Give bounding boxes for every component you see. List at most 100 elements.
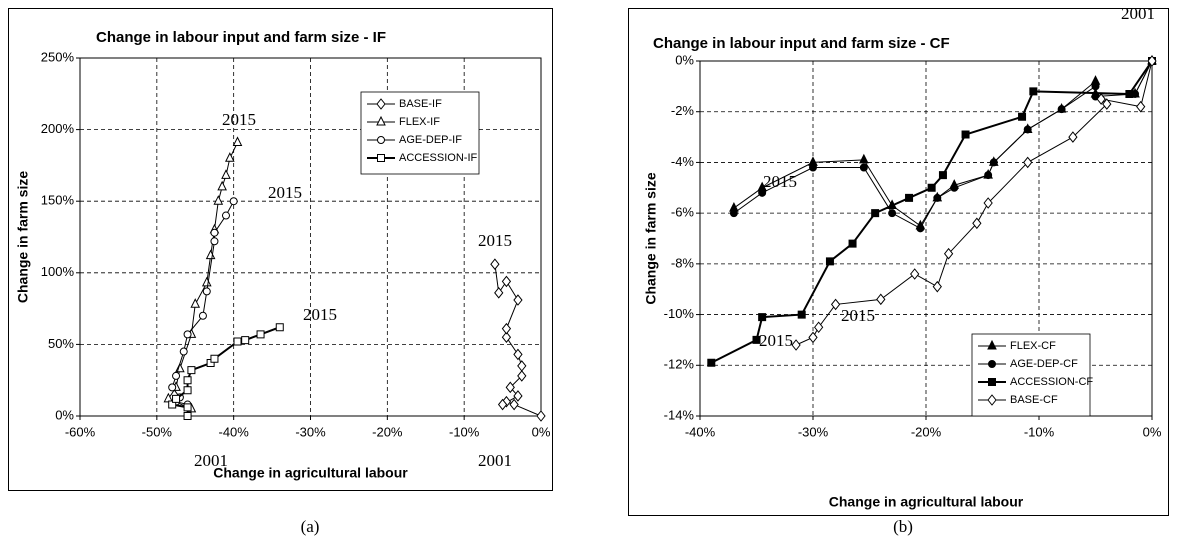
marker: [183, 386, 192, 395]
legend-label: BASE-CF: [1010, 394, 1058, 406]
marker: [830, 298, 841, 311]
marker: [859, 163, 868, 172]
marker: [1029, 87, 1038, 96]
annotation: 2001: [194, 451, 228, 470]
chart-frame: [8, 8, 553, 491]
plot-area: [79, 57, 542, 417]
x-tick-label: -40%: [218, 424, 249, 439]
marker: [758, 188, 767, 197]
chart-title: Change in labour input and farm size - C…: [653, 35, 950, 52]
marker: [910, 268, 920, 280]
x-tick-label: -50%: [142, 424, 173, 439]
caption: (a): [301, 517, 320, 536]
marker: [536, 410, 546, 422]
marker: [241, 336, 250, 345]
marker: [517, 360, 527, 372]
marker: [513, 294, 523, 306]
marker: [229, 197, 238, 206]
x-tick-label: -30%: [798, 424, 829, 439]
y-tick-label: -12%: [664, 357, 695, 372]
y-tick-label: -8%: [671, 255, 695, 270]
y-axis-title: Change in farm size: [643, 172, 659, 304]
annotation: 2015: [303, 305, 337, 324]
marker: [791, 339, 801, 351]
x-tick-label: -30%: [295, 424, 326, 439]
marker: [183, 376, 192, 385]
marker: [232, 136, 243, 146]
marker: [190, 298, 201, 308]
legend-marker: [377, 136, 385, 144]
marker: [490, 258, 500, 271]
annotation: 2015: [841, 306, 875, 325]
marker: [517, 370, 527, 382]
chart: Change in labour input and farm size - I…: [15, 29, 551, 481]
marker: [808, 331, 818, 344]
marker: [932, 280, 942, 293]
marker: [758, 313, 767, 322]
marker: [221, 211, 230, 220]
y-tick-label: -6%: [671, 205, 695, 220]
marker: [275, 323, 284, 332]
legend-marker: [987, 339, 997, 350]
legend-marker: [377, 154, 385, 162]
marker: [1102, 98, 1112, 110]
marker: [1068, 131, 1078, 143]
marker: [938, 171, 947, 180]
marker: [972, 217, 982, 230]
marker: [752, 335, 761, 344]
y-tick-label: 150%: [41, 193, 75, 208]
marker: [989, 158, 998, 167]
marker: [213, 195, 224, 205]
plot-area: [699, 60, 1153, 417]
marker: [1018, 112, 1027, 121]
marker: [984, 171, 993, 180]
x-tick-label: 0%: [532, 424, 551, 439]
x-tick-label: -40%: [685, 424, 716, 439]
marker: [1125, 89, 1134, 98]
y-tick-label: 0%: [55, 407, 74, 422]
marker: [871, 209, 880, 218]
y-tick-label: 50%: [48, 336, 74, 351]
annotation: 2015: [222, 110, 256, 129]
marker: [1023, 156, 1033, 169]
marker: [513, 348, 523, 361]
marker: [217, 180, 227, 191]
legend-marker: [987, 394, 997, 406]
chart-title: Change in labour input and farm size - I…: [96, 29, 386, 46]
marker: [198, 311, 207, 320]
marker: [168, 383, 177, 392]
marker: [505, 381, 515, 394]
marker: [876, 293, 886, 306]
x-tick-label: -60%: [65, 424, 96, 439]
marker: [916, 224, 925, 233]
x-axis-title: Change in agricultural labour: [829, 494, 1024, 510]
marker: [1023, 125, 1032, 134]
marker: [256, 330, 265, 339]
legend-label: AGE-DEP-IF: [399, 134, 462, 146]
marker: [183, 403, 192, 412]
marker: [221, 169, 231, 179]
caption: (b): [893, 517, 913, 536]
annotation: 2015: [268, 183, 302, 202]
marker: [933, 193, 942, 202]
marker: [497, 398, 508, 411]
marker: [809, 163, 817, 172]
x-axis-title: Change in agricultural labour: [213, 465, 408, 481]
marker: [848, 239, 857, 248]
marker: [961, 130, 970, 139]
marker: [1057, 105, 1066, 114]
y-tick-label: -10%: [664, 306, 695, 321]
marker: [494, 287, 504, 299]
marker: [501, 322, 512, 335]
marker: [501, 275, 512, 288]
marker: [983, 197, 993, 209]
y-tick-label: -2%: [671, 103, 695, 118]
marker: [172, 394, 181, 403]
marker: [210, 237, 219, 246]
y-tick-label: 100%: [41, 264, 75, 279]
legend-marker: [376, 115, 386, 126]
marker: [187, 366, 196, 375]
marker: [797, 310, 806, 319]
marker: [210, 228, 219, 237]
marker: [233, 337, 242, 346]
